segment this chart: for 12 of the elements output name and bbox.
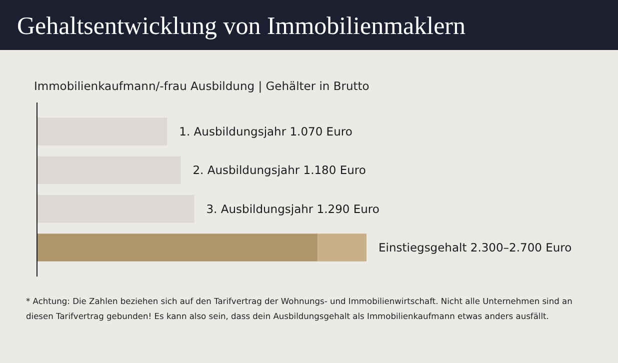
text: 3. Ausbildungsjahr 1.290 Euro: [206, 202, 380, 216]
text: * Achtung: Die Zahlen beziehen sich auf den Tarifvertrag der Wohnungs- und Immobilienwirtschaft. Nicht alle Unternehmen sind an diesen Tarifvertrag gebunden! Es kann also sein, dass dein Ausbildungsgehalt als Immobilienkaufmann etwas anders ausfällt.: [26, 295, 574, 323]
bar: [36, 234, 318, 262]
text: 2. Ausbildungsjahr 1.180 Euro: [192, 163, 366, 178]
bar: [36, 156, 181, 184]
chart-subtitle: Immobilienkaufmann/-frau Ausbildung | Gehälter in Brutto: [34, 78, 370, 94]
text: Einstiegsgehalt 2.300–2.700 Euro: [378, 240, 572, 254]
bar: [318, 234, 366, 262]
bar: [36, 194, 194, 223]
bar: [36, 118, 168, 146]
chart-title: Gehaltsentwicklung von Immobilienmaklern: [17, 12, 466, 42]
text: 1. Ausbildungsjahr 1.070 Euro: [179, 124, 352, 138]
